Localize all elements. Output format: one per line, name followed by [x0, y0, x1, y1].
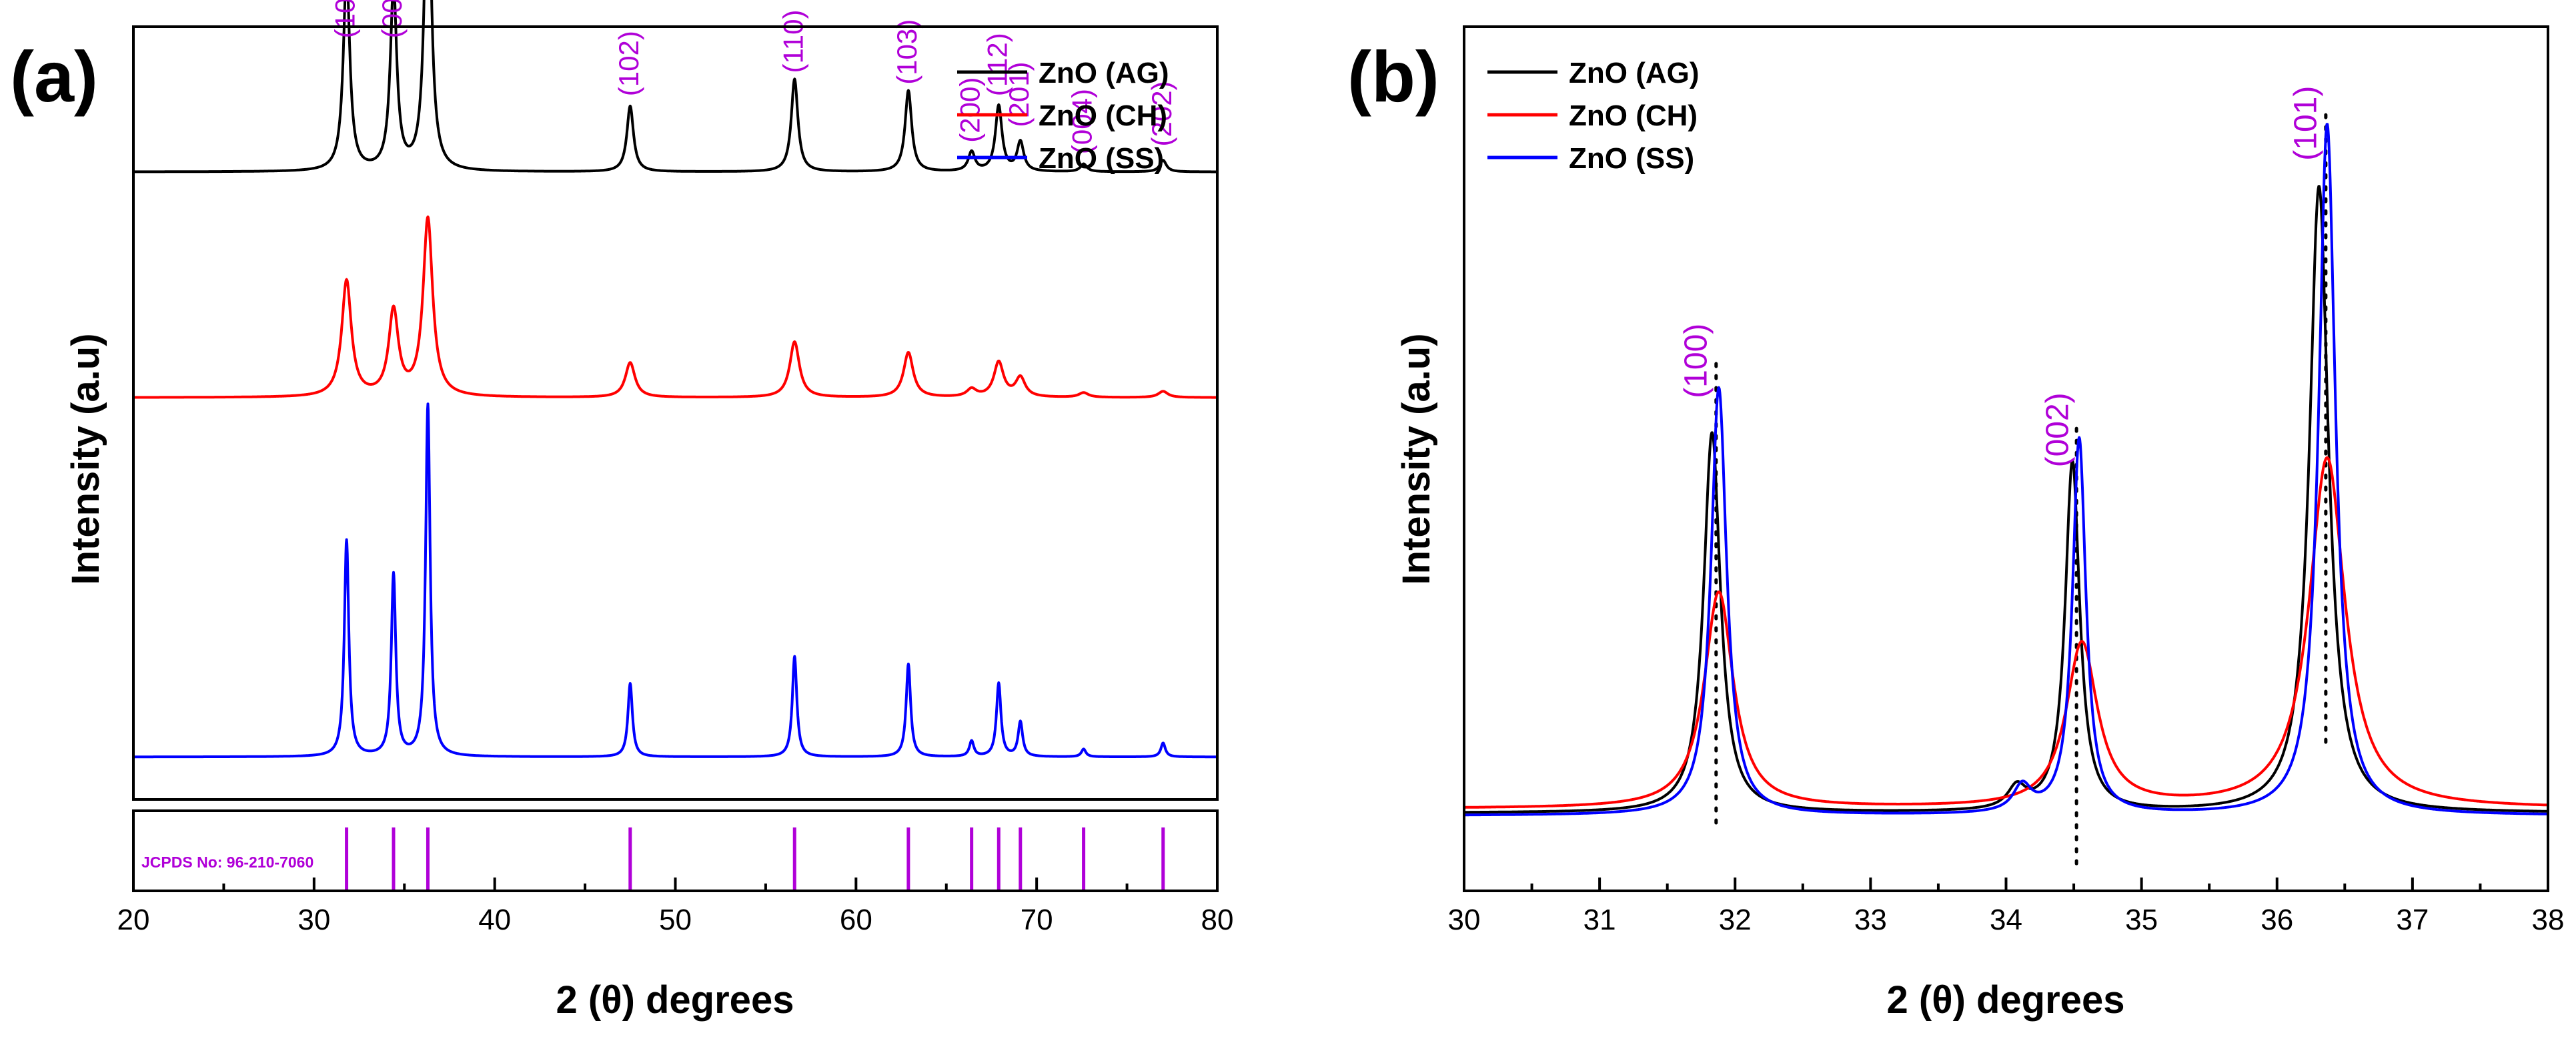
miller-index-label: (002) — [2040, 392, 2076, 467]
panel-a-label: (a) — [10, 36, 98, 117]
x-tick-label: 36 — [2261, 904, 2293, 936]
miller-index-label: (103) — [891, 19, 922, 85]
x-tick-label: 32 — [1719, 904, 1752, 936]
x-tick-label: 70 — [1021, 904, 1053, 936]
miller-index-label: (002) — [376, 0, 408, 38]
panel-a-chart: (a) (100)(002)(101)(102)(110)(103)(200)(… — [10, 0, 1233, 1022]
miller-index-label: (101) — [2289, 86, 2324, 161]
legend-entry: ZnO (CH) — [1039, 99, 1167, 132]
x-tick-label: 31 — [1583, 904, 1616, 936]
series-line-zno-ss — [1463, 123, 2549, 817]
x-tick-label: 40 — [478, 904, 511, 936]
legend-entry: ZnO (SS) — [1569, 142, 1694, 175]
panel-a-legend: ZnO (AG) ZnO (CH) ZnO (SS) — [957, 57, 1169, 175]
series-line-zno-ch — [1463, 456, 2549, 809]
series-line-zno-ag — [132, 0, 1219, 174]
panel-a-x-axis: 20 30 40 50 60 70 80 — [117, 878, 1234, 936]
series-line-zno-ch — [132, 216, 1219, 399]
miller-index-label: (200) — [954, 77, 986, 143]
panel-b-legend: ZnO (AG) ZnO (CH) ZnO (SS) — [1487, 57, 1700, 175]
miller-index-label: (202) — [1146, 81, 1177, 146]
x-tick-label: 80 — [1201, 904, 1234, 936]
x-tick-label: 50 — [659, 904, 692, 936]
panel-b-label: (b) — [1347, 36, 1439, 117]
x-tick-label: 37 — [2396, 904, 2429, 936]
panel-a-y-axis-title: Intensity (a.u) — [64, 333, 107, 585]
panel-b-x-axis-title: 2 (θ) degrees — [1887, 978, 2125, 1022]
x-tick-label: 30 — [297, 904, 330, 936]
panel-b-curves — [1463, 123, 2549, 817]
x-tick-label: 34 — [1990, 904, 2022, 936]
panel-b-peak-labels: (100) (002) (101) — [1678, 86, 2323, 468]
series-line-zno-ag — [1463, 185, 2549, 814]
miller-index-label: (112) — [981, 33, 1013, 96]
panel-b-x-axis: 30 31 32 33 34 35 36 37 38 — [1448, 878, 2565, 936]
legend-entry: ZnO (AG) — [1039, 57, 1169, 89]
miller-index-label: (110) — [777, 10, 808, 73]
miller-index-label: (100) — [1678, 324, 1714, 398]
miller-index-label: (102) — [613, 31, 644, 96]
panel-a-main-frame — [132, 25, 1219, 801]
legend-entry: ZnO (CH) — [1569, 99, 1698, 132]
legend-entry: ZnO (AG) — [1569, 57, 1700, 89]
x-tick-label: 60 — [840, 904, 872, 936]
miller-index-label: (004) — [1067, 89, 1098, 154]
legend-entry: ZnO (SS) — [1039, 142, 1164, 175]
x-tick-label: 38 — [2532, 904, 2565, 936]
x-tick-label: 33 — [1854, 904, 1887, 936]
series-line-zno-ss — [132, 402, 1219, 759]
panel-a-x-axis-title: 2 (θ) degrees — [556, 978, 794, 1022]
panel-b-y-axis-title: Intensity (a.u) — [1395, 333, 1438, 585]
x-tick-label: 30 — [1448, 904, 1481, 936]
x-tick-label: 20 — [117, 904, 150, 936]
miller-index-label: (100) — [330, 0, 361, 38]
jcpds-reference-label: JCPDS No: 96-210-7060 — [141, 853, 313, 871]
panel-a-reference-lines — [345, 827, 1165, 891]
panel-b-chart: (b) (100) (002) (101) 30 31 32 33 34 35 36 37 38 Z… — [1347, 25, 2565, 1022]
panel-a-curves — [132, 0, 1219, 759]
x-tick-label: 35 — [2125, 904, 2158, 936]
